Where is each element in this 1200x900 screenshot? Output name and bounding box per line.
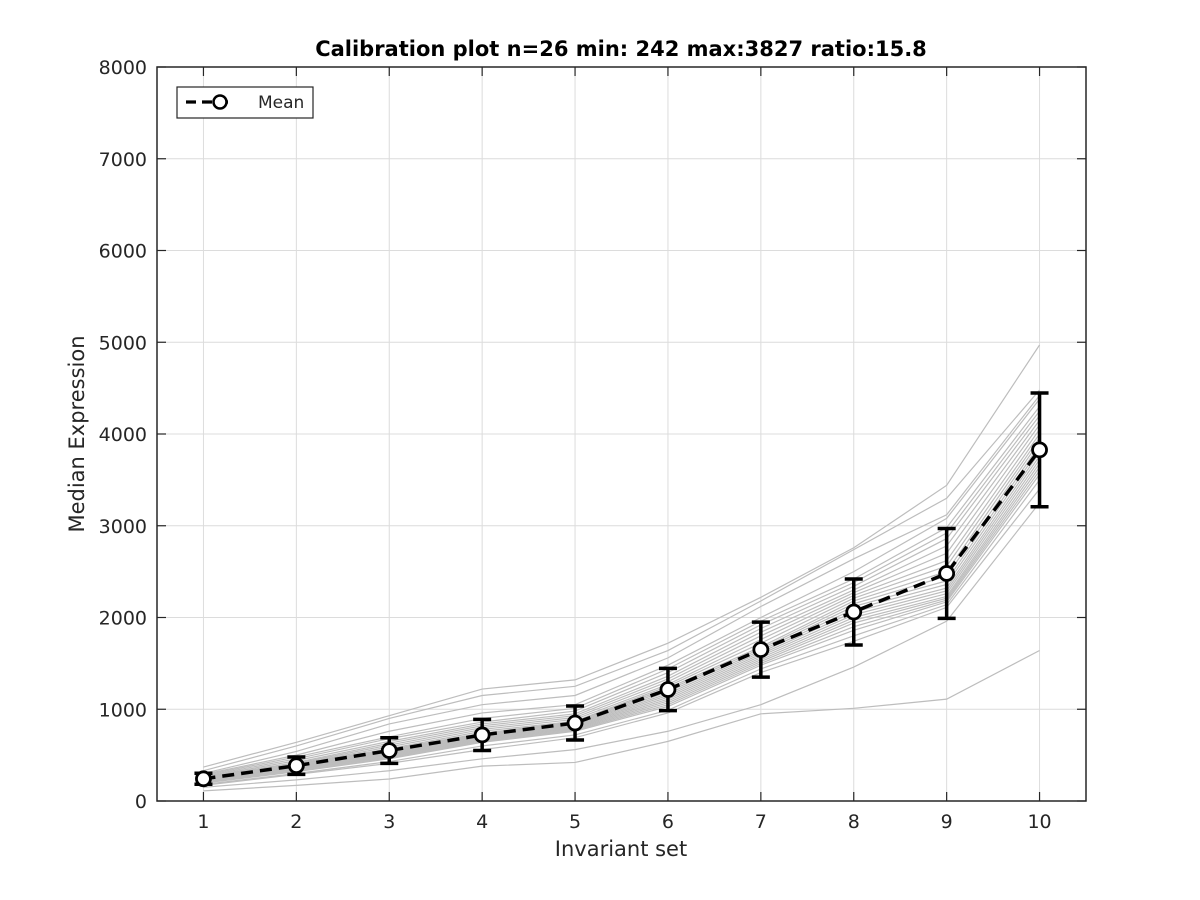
y-axis-label: Median Expression: [65, 335, 89, 532]
individual-series-line: [203, 488, 1041, 786]
individual-series-line: [203, 452, 1041, 781]
y-tick-label: 3000: [99, 516, 147, 538]
mean-point: [659, 681, 677, 698]
individual-series-line: [203, 649, 1040, 792]
y-tick-label: 7000: [99, 149, 147, 171]
chart-title: Calibration plot n=26 min: 242 max:3827 …: [315, 37, 927, 61]
mean-point: [1031, 441, 1048, 459]
individual-series-line: [203, 419, 1041, 779]
x-axis-label: Invariant set: [555, 837, 687, 861]
individual-series-line: [203, 463, 1041, 783]
mean-line: [203, 448, 1041, 781]
mean-point: [752, 641, 770, 659]
individual-series-line: [203, 398, 1041, 775]
x-tick-label: 5: [569, 811, 581, 833]
individual-series-line: [203, 395, 1041, 775]
individual-series-line: [203, 474, 1041, 784]
mean-point: [845, 603, 863, 621]
y-tick-label: 4000: [99, 424, 147, 446]
y-tick-label: 8000: [99, 57, 147, 79]
y-tick-label: 1000: [99, 699, 147, 721]
individual-series-line: [203, 415, 1041, 778]
mean-point: [287, 757, 305, 775]
individual-series-line: [203, 470, 1041, 784]
individual-series-line: [203, 429, 1041, 780]
legend: Mean: [176, 86, 314, 119]
x-tick-label: 9: [941, 811, 953, 833]
x-tick-label: 6: [662, 811, 674, 833]
mean-point: [938, 565, 956, 582]
individual-series-line: [203, 344, 1041, 768]
y-tick-label: 2000: [99, 608, 147, 630]
mean-point: [380, 742, 398, 759]
individual-series-line: [203, 466, 1041, 783]
y-tick-label: 5000: [99, 332, 147, 354]
legend-box: [176, 86, 314, 119]
axis-ticks: 1 2 3 4 5 6 7 8 9 10 0 1000 2000 3000 4000 5000 6000 7000…: [99, 57, 1086, 833]
individual-series-line: [203, 459, 1041, 782]
individual-series-line: [203, 389, 1041, 772]
mean-point: [195, 770, 212, 788]
x-tick-label: 10: [1027, 811, 1051, 833]
mean-series: [194, 391, 1049, 788]
x-tick-label: 2: [290, 811, 302, 833]
individual-series-line: [203, 502, 1041, 788]
x-tick-label: 8: [848, 811, 860, 833]
individual-series-line: [203, 455, 1041, 782]
individual-series-line: [203, 410, 1041, 777]
x-tick-label: 1: [197, 811, 209, 833]
y-tick-label: 0: [135, 791, 147, 813]
mean-point: [473, 726, 491, 744]
x-tick-label: 7: [755, 811, 767, 833]
legend-marker-sample: [212, 94, 228, 110]
individual-series-line: [203, 479, 1041, 786]
individual-series-line: [203, 406, 1041, 776]
y-tick-label: 6000: [99, 241, 147, 263]
legend-entry-mean: Mean: [258, 93, 304, 113]
x-tick-label: 4: [476, 811, 488, 833]
mean-point: [566, 714, 584, 732]
individual-series-line: [203, 424, 1041, 779]
x-tick-label: 3: [383, 811, 395, 833]
